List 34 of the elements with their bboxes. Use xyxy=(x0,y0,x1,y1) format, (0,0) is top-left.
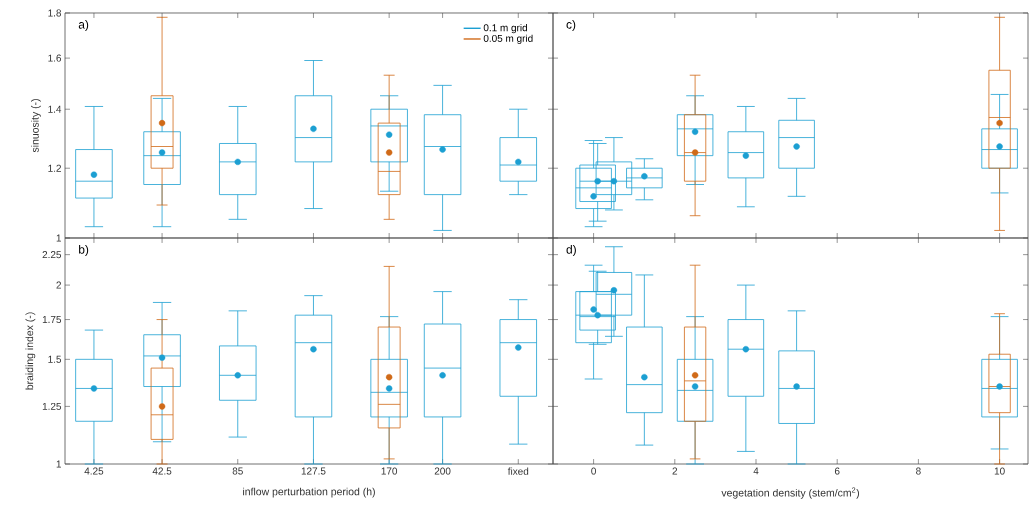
legend-label: 0.05 m grid xyxy=(483,34,533,44)
y-axis-title: sinuosity (-) xyxy=(31,99,41,153)
y-tick-label: 1.6 xyxy=(48,54,62,62)
y-tick-label: 2 xyxy=(56,281,61,289)
x-tick-label: 85 xyxy=(232,467,243,475)
x-tick-label: 4.25 xyxy=(84,467,104,475)
y-tick-label: 1.5 xyxy=(48,355,62,363)
x-tick-label: 127.5 xyxy=(301,467,326,475)
y-tick-label: 1 xyxy=(56,234,61,242)
x-axis-title: inflow perturbation period (h) xyxy=(243,487,375,498)
annotation: a) xyxy=(78,19,89,32)
y-tick-label: 2.25 xyxy=(42,251,62,259)
x-tick-label: 0 xyxy=(591,467,596,475)
x-tick-label: 200 xyxy=(434,467,451,475)
annotation: c) xyxy=(566,19,576,32)
x-tick-label: 170 xyxy=(381,467,398,475)
y-tick-label: 1.75 xyxy=(42,316,62,324)
x-axis-title: vegetation density (stem/cm$^{2}$) xyxy=(721,487,859,499)
y-tick-label: 1.4 xyxy=(48,105,62,113)
y-tick-label: 1 xyxy=(56,460,61,468)
x-tick-label: 6 xyxy=(834,467,840,475)
x-tick-label: 2 xyxy=(672,467,678,475)
x-tick-label: 4 xyxy=(753,467,759,475)
x-tick-label: 42.5 xyxy=(152,467,172,475)
annotation: d) xyxy=(566,244,576,257)
x-tick-label: 8 xyxy=(916,467,921,475)
legend-label: 0.1 m grid xyxy=(483,23,527,34)
y-tick-label: 1.2 xyxy=(48,164,61,172)
y-tick-label: 1.25 xyxy=(42,402,62,410)
annotation: b) xyxy=(79,244,89,257)
y-tick-label: 1.8 xyxy=(48,9,62,17)
x-tick-label: 10 xyxy=(994,467,1005,475)
y-axis-title: braiding index (-) xyxy=(25,312,36,390)
x-tick-label: fixed xyxy=(507,467,529,475)
